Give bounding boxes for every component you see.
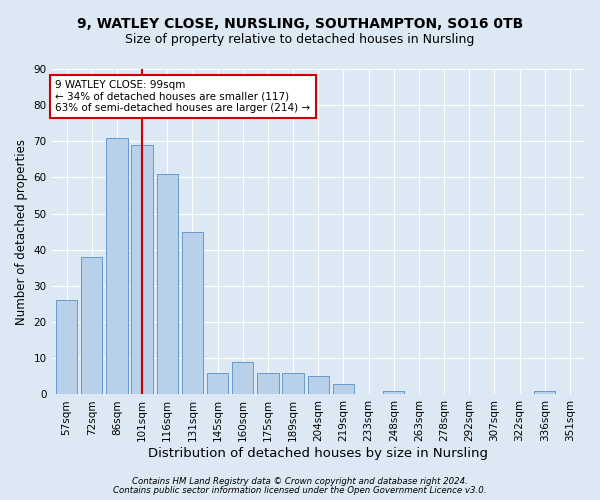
Text: 9 WATLEY CLOSE: 99sqm
← 34% of detached houses are smaller (117)
63% of semi-det: 9 WATLEY CLOSE: 99sqm ← 34% of detached …: [55, 80, 310, 113]
Text: 9, WATLEY CLOSE, NURSLING, SOUTHAMPTON, SO16 0TB: 9, WATLEY CLOSE, NURSLING, SOUTHAMPTON, …: [77, 18, 523, 32]
Bar: [81, 257, 103, 394]
Text: Contains public sector information licensed under the Open Government Licence v3: Contains public sector information licen…: [113, 486, 487, 495]
Text: Contains HM Land Registry data © Crown copyright and database right 2024.: Contains HM Land Registry data © Crown c…: [132, 477, 468, 486]
Bar: [157, 174, 178, 394]
Bar: [257, 373, 278, 394]
Bar: [131, 145, 153, 394]
Bar: [383, 391, 404, 394]
Bar: [56, 300, 77, 394]
Y-axis label: Number of detached properties: Number of detached properties: [15, 138, 28, 324]
Bar: [333, 384, 354, 394]
Bar: [106, 138, 128, 394]
Bar: [534, 391, 556, 394]
Bar: [283, 373, 304, 394]
Text: Size of property relative to detached houses in Nursling: Size of property relative to detached ho…: [125, 32, 475, 46]
Bar: [232, 362, 253, 394]
X-axis label: Distribution of detached houses by size in Nursling: Distribution of detached houses by size …: [148, 447, 488, 460]
Bar: [182, 232, 203, 394]
Bar: [207, 373, 229, 394]
Bar: [308, 376, 329, 394]
